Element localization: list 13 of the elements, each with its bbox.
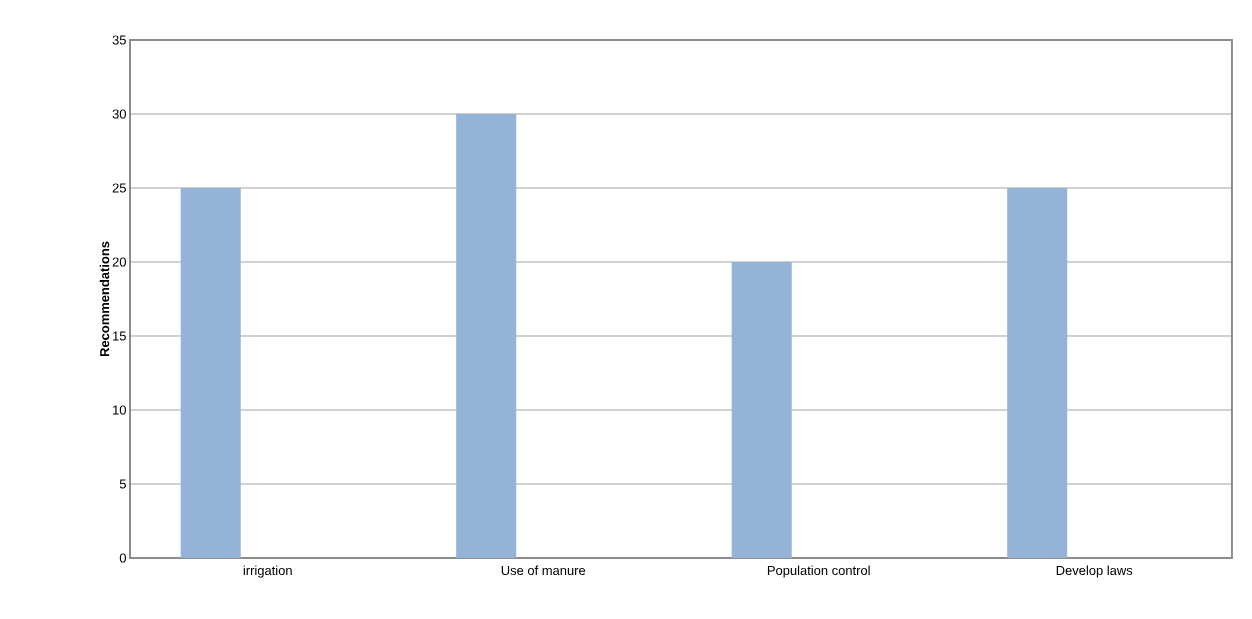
x-tick-label: Use of manure bbox=[501, 565, 586, 576]
y-tick-label: 25 bbox=[112, 183, 126, 193]
y-tick-label: 30 bbox=[112, 109, 126, 119]
x-tick-label: Develop laws bbox=[1056, 565, 1133, 578]
x-tick-label: Population control bbox=[767, 565, 870, 578]
y-tick-label: 0 bbox=[119, 553, 126, 563]
y-axis-title: Recommendations bbox=[99, 241, 110, 357]
y-tick-label: 5 bbox=[119, 479, 126, 489]
y-tick-label: 15 bbox=[113, 331, 126, 341]
y-tick-label: 10 bbox=[113, 405, 126, 415]
x-tick-label: irrigation bbox=[243, 565, 292, 578]
y-tick-label: 35 bbox=[112, 35, 126, 45]
y-tick-label: 20 bbox=[112, 257, 126, 267]
